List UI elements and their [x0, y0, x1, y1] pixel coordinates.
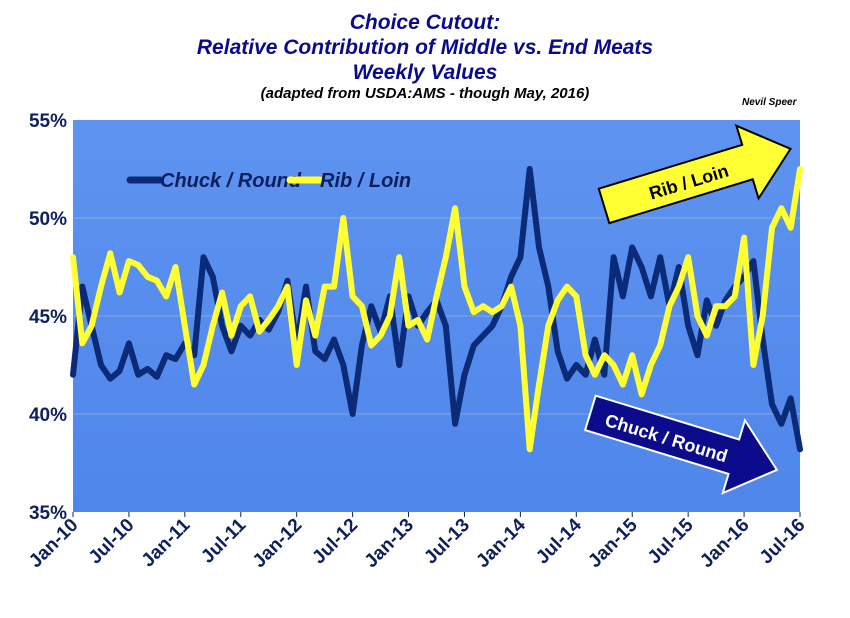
x-tick-label: Jan-16	[696, 515, 753, 572]
y-tick-label: 55%	[29, 111, 67, 132]
chart-title-line-3: Weekly Values	[352, 61, 498, 84]
x-tick-label: Jul-10	[85, 515, 139, 569]
x-tick-label: Jan-13	[361, 515, 418, 572]
chart-subtitle: (adapted from USDA:AMS - though May, 201…	[260, 85, 590, 102]
series-line-rib-loin	[70, 166, 803, 453]
author-credit: Nevil Speer	[742, 97, 797, 108]
legend-label: Chuck / Round	[160, 170, 302, 192]
x-tick-label: Jul-14	[532, 514, 586, 568]
x-tick-label: Jul-11	[197, 514, 250, 567]
y-tick-label: 35%	[29, 503, 67, 524]
x-tick-label: Jul-16	[756, 515, 810, 569]
x-tick-label: Jan-15	[584, 514, 642, 572]
chart-title-block: Choice Cutout: Relative Contribution of …	[0, 10, 850, 103]
y-tick-label: 40%	[29, 405, 67, 426]
x-tick-label: Jul-13	[420, 515, 474, 569]
x-tick-label: Jan-11	[138, 514, 195, 571]
x-tick-label: Jul-15	[644, 514, 698, 568]
chart-title-line-2: Relative Contribution of Middle vs. End …	[196, 36, 654, 59]
chart-title-line-1: Choice Cutout:	[349, 11, 501, 34]
y-tick-label: 50%	[29, 209, 67, 230]
x-tick-label: Jan-12	[249, 515, 306, 572]
x-tick-label: Jul-12	[308, 515, 362, 569]
y-tick-label: 45%	[29, 307, 67, 328]
x-tick-label: Jan-14	[473, 514, 531, 572]
legend-label: Rib / Loin	[320, 170, 411, 192]
